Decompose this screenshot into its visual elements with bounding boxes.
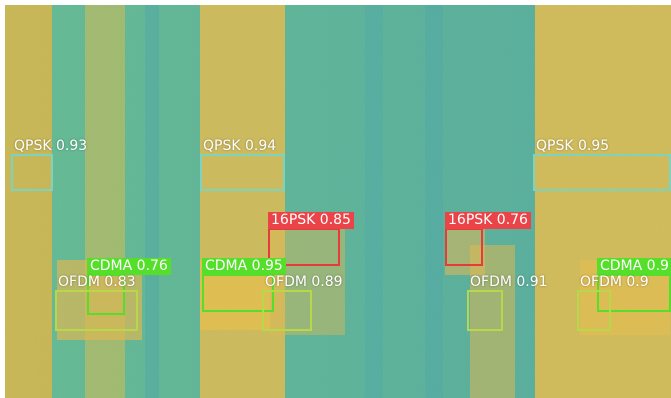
detection-class: CDMA (600, 258, 643, 274)
detection-score: 0.9 (626, 274, 649, 290)
detection-class: CDMA (90, 258, 133, 274)
detection-box-qpsk-1[interactable]: QPSK 0.93 (11, 138, 87, 191)
detection-class: OFDM (265, 274, 307, 290)
detection-label: CDMA 0.76 (87, 258, 171, 275)
detection-score: 0.94 (244, 138, 277, 154)
detection-score: 0.91 (516, 274, 548, 290)
detection-class: 16PSK (448, 212, 493, 228)
detection-label: CDMA 0.9 (597, 258, 671, 275)
detection-box-ofdm-2[interactable]: OFDM 0.89 (262, 274, 343, 331)
detection-label: QPSK 0.95 (533, 138, 612, 155)
detection-score: 0.9 (646, 258, 669, 274)
spectrogram-image (5, 5, 671, 398)
detection-score: 0.85 (319, 212, 351, 228)
detection-box-ofdm-4[interactable]: OFDM 0.9 (577, 274, 649, 331)
detection-class: QPSK (14, 138, 52, 154)
detection-score: 0.93 (55, 138, 88, 154)
detection-box-ofdm-3[interactable]: OFDM 0.91 (467, 274, 548, 331)
detection-box-qpsk-3[interactable]: QPSK 0.95 (533, 138, 671, 191)
detection-box-qpsk-2[interactable]: QPSK 0.94 (200, 138, 285, 191)
detection-class: 16PSK (271, 212, 316, 228)
detection-box-16psk-2[interactable]: 16PSK 0.76 (445, 212, 531, 266)
detection-box-ofdm-1[interactable]: OFDM 0.83 (55, 274, 138, 331)
detection-score: 0.89 (311, 274, 343, 290)
detection-box-cdma-2[interactable]: CDMA 0.95 (202, 258, 286, 312)
detection-label: OFDM 0.9 (577, 274, 652, 291)
detection-score: 0.76 (496, 212, 528, 228)
detection-class: CDMA (205, 258, 248, 274)
detection-label: QPSK 0.94 (200, 138, 279, 155)
detection-label: 16PSK 0.76 (445, 212, 531, 229)
detection-box-cdma-3[interactable]: CDMA 0.9 (597, 258, 671, 312)
detection-class: QPSK (203, 138, 241, 154)
detection-box-16psk-1[interactable]: 16PSK 0.85 (268, 212, 354, 266)
detection-label: CDMA 0.95 (202, 258, 286, 275)
detection-class: OFDM (58, 274, 100, 290)
detection-class: OFDM (580, 274, 622, 290)
detection-label: OFDM 0.83 (55, 274, 139, 291)
spectrogram-viewer: QPSK 0.93 QPSK 0.94 QPSK 0.95 16PSK 0.85… (5, 5, 671, 398)
detection-label: QPSK 0.93 (11, 138, 90, 155)
detection-score: 0.95 (251, 258, 283, 274)
detection-score: 0.95 (577, 138, 610, 154)
detection-class: OFDM (470, 274, 512, 290)
detection-score: 0.76 (136, 258, 168, 274)
detection-class: QPSK (536, 138, 574, 154)
detection-score: 0.83 (104, 274, 136, 290)
detection-label: OFDM 0.91 (467, 274, 551, 291)
detection-box-cdma-1[interactable]: CDMA 0.76 (87, 258, 171, 315)
detection-label: 16PSK 0.85 (268, 212, 354, 229)
detection-label: OFDM 0.89 (262, 274, 346, 291)
